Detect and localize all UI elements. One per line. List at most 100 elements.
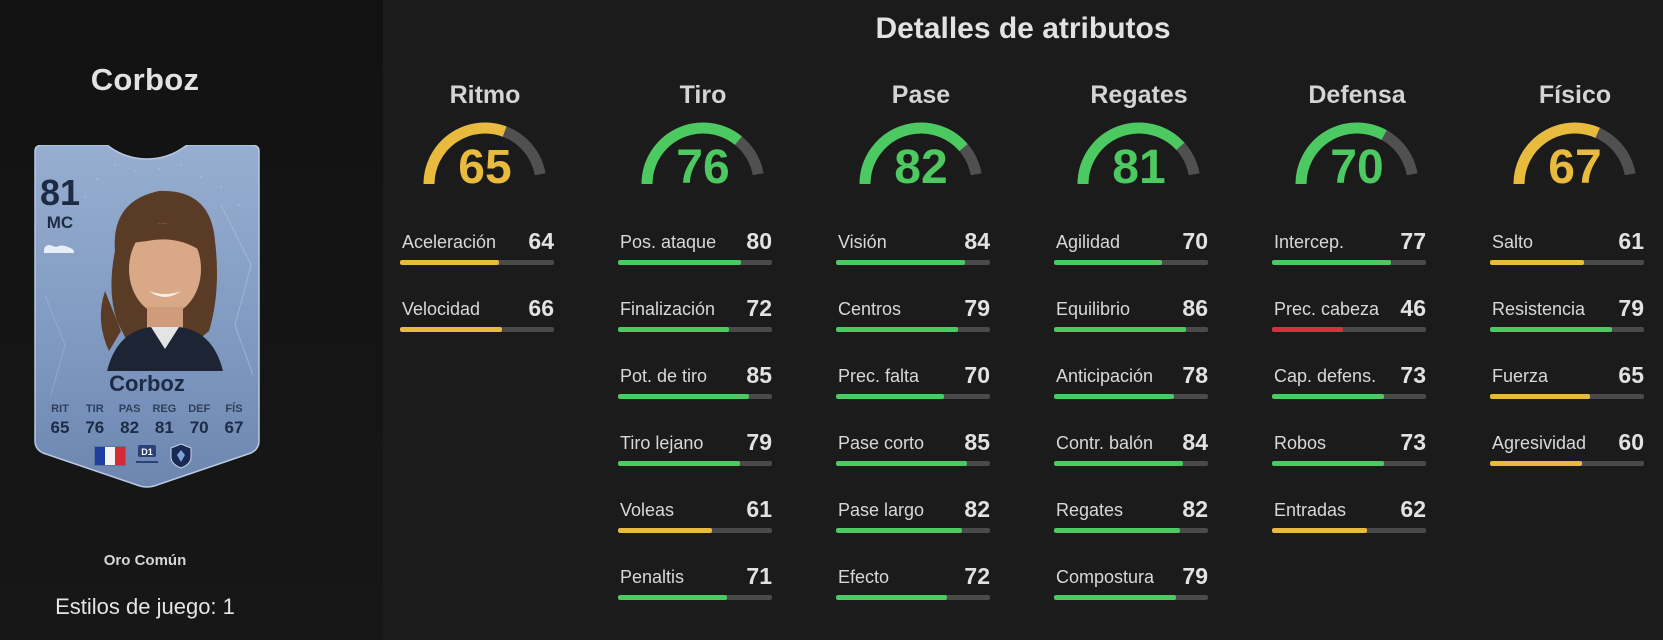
attribute-label: Contr. balón <box>1056 433 1154 453</box>
gauge-fill <box>1295 122 1387 185</box>
attribute-bar <box>1054 394 1208 399</box>
player-photo <box>100 190 223 371</box>
attribute-row[interactable]: Agresividad 60 <box>1490 429 1660 498</box>
attribute-value: 73 <box>1400 429 1426 455</box>
attribute-row[interactable]: Centros 79 <box>836 295 1006 364</box>
attribute-row[interactable]: Fuerza 65 <box>1490 362 1660 431</box>
league-logo-text: D1 <box>141 447 153 457</box>
attribute-bar <box>1272 461 1426 466</box>
attribute-row[interactable]: Contr. balón 84 <box>1054 429 1224 498</box>
attribute-bar <box>618 461 772 466</box>
attribute-row[interactable]: Resistencia 79 <box>1490 295 1660 364</box>
attribute-value: 66 <box>528 295 554 321</box>
attribute-row[interactable]: Agilidad 70 <box>1054 228 1224 297</box>
card-stats-row: RIT 65 TIR 76 PAS 82 REG 81 DEF 70 FÍS 6… <box>45 403 249 438</box>
attribute-label: Robos <box>1274 433 1327 453</box>
category-title: Pase <box>891 81 951 109</box>
attribute-row[interactable]: Pot. de tiro 85 <box>618 362 788 431</box>
attribute-value: 46 <box>1400 295 1426 321</box>
attribute-label: Efecto <box>838 567 890 587</box>
category-gauge: 82 <box>856 118 986 198</box>
card-stat-label: FÍS <box>225 403 243 415</box>
attribute-value: 79 <box>746 429 772 455</box>
card-stat-label: DEF <box>188 403 211 415</box>
attribute-row[interactable]: Prec. falta 70 <box>836 362 1006 431</box>
attribute-bar <box>836 260 990 265</box>
category-physical: Físico 67 Salto 61 Resistencia 79 Fuerza 65 Agre… <box>1490 78 1660 498</box>
category-pace: Ritmo 65 Aceleración 64 Velocidad 66 <box>400 78 570 364</box>
attribute-row[interactable]: Finalización 72 <box>618 295 788 364</box>
player-card[interactable]: 81 MC Corboz RIT 65 TIR 76 <box>25 145 269 490</box>
category-title: Regates <box>1090 81 1188 109</box>
attribute-bar-fill <box>618 327 729 332</box>
attribute-label: Fuerza <box>1492 366 1549 386</box>
attribute-bar <box>1490 461 1644 466</box>
attribute-label: Velocidad <box>402 299 481 319</box>
attribute-row[interactable]: Tiro lejano 79 <box>618 429 788 498</box>
attribute-label: Pos. ataque <box>620 232 717 252</box>
attribute-bar <box>1490 394 1644 399</box>
attribute-label: Anticipación <box>1056 366 1154 386</box>
playstyles-count[interactable]: Estilos de juego: 1 <box>55 594 235 619</box>
card-stat-value: 65 <box>50 418 70 437</box>
attribute-label: Intercep. <box>1274 232 1345 252</box>
attribute-row[interactable]: Voleas 61 <box>618 496 788 565</box>
attribute-row[interactable]: Regates 82 <box>1054 496 1224 565</box>
category-gauge: 70 <box>1292 118 1422 198</box>
attribute-bar-fill <box>1490 327 1612 332</box>
attribute-label: Prec. cabeza <box>1274 299 1380 319</box>
category-title: Ritmo <box>449 81 521 109</box>
attribute-label: Salto <box>1492 232 1534 252</box>
attribute-row[interactable]: Robos 73 <box>1272 429 1442 498</box>
category-gauge: 81 <box>1074 118 1204 198</box>
attribute-row[interactable]: Velocidad 66 <box>400 295 570 364</box>
attribute-bar <box>836 327 990 332</box>
attribute-row[interactable]: Compostura 79 <box>1054 563 1224 632</box>
attribute-label: Pase corto <box>838 433 925 453</box>
card-stat-value: 81 <box>154 418 174 437</box>
attribute-label: Voleas <box>620 500 675 520</box>
attribute-value: 71 <box>746 563 772 589</box>
card-stat-label: RIT <box>51 403 69 415</box>
category-passing: Pase 82 Visión 84 Centros 79 Prec. falta 70 Pase… <box>836 78 1006 632</box>
attribute-value: 84 <box>964 228 990 254</box>
attribute-row[interactable]: Visión 84 <box>836 228 1006 297</box>
attribute-bar <box>1054 260 1208 265</box>
attribute-row[interactable]: Cap. defens. 73 <box>1272 362 1442 431</box>
attribute-value: 82 <box>964 496 990 522</box>
player-name-heading: Corboz <box>90 62 200 97</box>
category-shooting: Tiro 76 Pos. ataque 80 Finalización 72 Pot. de… <box>618 78 788 632</box>
attribute-label: Pot. de tiro <box>620 366 708 386</box>
attribute-value: 79 <box>964 295 990 321</box>
card-stat-pace: RIT 65 <box>45 403 75 438</box>
attribute-value: 64 <box>528 228 554 254</box>
attribute-bar-fill <box>836 595 947 600</box>
attribute-bar-fill <box>1272 461 1385 466</box>
attribute-bar <box>1054 595 1208 600</box>
attribute-bar-fill <box>1054 595 1176 600</box>
league-icon: D1 <box>136 445 158 463</box>
attribute-row[interactable]: Pase largo 82 <box>836 496 1006 565</box>
attribute-list: Aceleración 64 Velocidad 66 <box>400 228 570 364</box>
gauge-fill <box>641 122 742 185</box>
attribute-row[interactable]: Pase corto 85 <box>836 429 1006 498</box>
attribute-row[interactable]: Anticipación 78 <box>1054 362 1224 431</box>
card-stat-value: 82 <box>120 418 140 437</box>
attribute-value: 85 <box>746 362 772 388</box>
attribute-row[interactable]: Penaltis 71 <box>618 563 788 632</box>
attribute-row[interactable]: Salto 61 <box>1490 228 1660 297</box>
attribute-bar-fill <box>1490 260 1584 265</box>
category-rating: 82 <box>894 141 948 194</box>
attribute-row[interactable]: Aceleración 64 <box>400 228 570 297</box>
attribute-label: Pase largo <box>838 500 925 520</box>
attribute-row[interactable]: Prec. cabeza 46 <box>1272 295 1442 364</box>
attribute-list: Intercep. 77 Prec. cabeza 46 Cap. defens. 73 R… <box>1272 228 1442 565</box>
attribute-list: Visión 84 Centros 79 Prec. falta 70 Pase corto… <box>836 228 1006 632</box>
attribute-row[interactable]: Pos. ataque 80 <box>618 228 788 297</box>
attribute-row[interactable]: Efecto 72 <box>836 563 1006 632</box>
attribute-row[interactable]: Intercep. 77 <box>1272 228 1442 297</box>
boot-icon <box>44 245 74 253</box>
attribute-row[interactable]: Entradas 62 <box>1272 496 1442 565</box>
attribute-value: 73 <box>1400 362 1426 388</box>
attribute-row[interactable]: Equilibrio 86 <box>1054 295 1224 364</box>
